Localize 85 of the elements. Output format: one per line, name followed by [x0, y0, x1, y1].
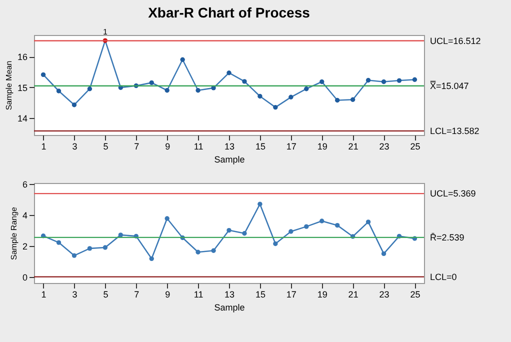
point — [396, 78, 402, 83]
x-tick-label: 21 — [348, 290, 358, 300]
ref-line-label: UCL=16.512 — [430, 36, 481, 46]
point — [196, 88, 200, 93]
x-tick-label: 1 — [41, 142, 46, 152]
point — [381, 251, 386, 256]
y-tick-label: 6 — [22, 179, 28, 190]
point — [366, 78, 371, 83]
point — [304, 224, 309, 229]
point — [258, 202, 262, 206]
x-tick-label: 17 — [286, 142, 296, 152]
annotation: 1 — [102, 28, 108, 37]
x-tick-label: 25 — [410, 142, 420, 152]
y-tick-label: 15 — [17, 82, 28, 93]
x-axis-title: Sample — [214, 302, 245, 312]
point — [149, 80, 154, 86]
point — [273, 241, 278, 246]
point — [258, 94, 262, 99]
point — [334, 222, 340, 228]
x-tick-label: 11 — [194, 142, 204, 152]
point — [288, 229, 294, 234]
x-tick-label: 7 — [134, 290, 140, 300]
y-tick-label: 4 — [22, 210, 28, 220]
x-tick-label: 15 — [255, 142, 266, 152]
x-tick-label: 15 — [255, 290, 266, 300]
point — [381, 79, 386, 84]
point — [304, 86, 309, 92]
point — [72, 253, 77, 258]
y-tick-label: 14 — [17, 114, 28, 124]
point — [40, 72, 46, 78]
point — [288, 94, 294, 100]
x-tick-label: 7 — [134, 142, 140, 152]
point — [56, 88, 62, 94]
point — [334, 98, 340, 103]
x-tick-label: 1 — [41, 290, 46, 300]
point — [164, 88, 170, 93]
x-tick-label: 23 — [379, 142, 390, 152]
point — [320, 79, 324, 84]
point — [226, 70, 232, 76]
point — [412, 77, 418, 82]
ref-line-label: R̄=2.539 — [430, 232, 464, 242]
x-tick-label: 9 — [165, 290, 170, 300]
point — [366, 220, 371, 224]
chart-title: Xbar-R Chart of Process — [148, 4, 310, 21]
point — [273, 104, 278, 110]
y-tick-label: 2 — [22, 241, 28, 252]
y-axis-title: Sample Range — [9, 206, 18, 260]
point — [87, 86, 92, 92]
x-tick-label: 3 — [72, 142, 78, 152]
point — [102, 245, 108, 250]
point — [56, 240, 62, 245]
ref-line-label: UCL=5.369 — [430, 188, 476, 199]
ref-line-label: LCL=13.582 — [430, 126, 480, 136]
point — [164, 216, 170, 221]
x-tick-label: 11 — [194, 290, 204, 300]
x-tick-label: 9 — [165, 142, 170, 152]
x-tick-label: 5 — [103, 290, 108, 300]
x-tick-label: 25 — [410, 290, 420, 300]
x-tick-label: 5 — [103, 142, 108, 152]
point — [226, 228, 232, 233]
point — [350, 97, 356, 102]
x-tick-label: 21 — [348, 142, 358, 152]
y-tick-label: 0 — [22, 272, 28, 282]
point — [149, 256, 154, 261]
point — [242, 79, 247, 84]
y-axis-title: Sample Mean — [4, 60, 14, 110]
point — [180, 57, 185, 62]
y-tick-label: 16 — [17, 52, 28, 62]
ref-line-label: X̿=15.047 — [430, 80, 469, 91]
x-tick-label: 19 — [317, 290, 328, 300]
point — [320, 218, 324, 224]
point — [242, 231, 247, 236]
x-tick-label: 23 — [379, 290, 390, 300]
x-tick-label: 13 — [224, 142, 235, 152]
point — [72, 102, 77, 108]
x-axis-title: Sample — [214, 154, 245, 164]
x-tick-label: 13 — [224, 290, 235, 300]
point — [196, 250, 200, 254]
x-tick-label: 17 — [286, 290, 296, 300]
point — [87, 246, 92, 251]
ref-line-label: LCL=0 — [430, 272, 457, 282]
x-tick-label: 19 — [317, 142, 328, 152]
point — [211, 248, 216, 253]
point — [118, 232, 124, 238]
x-tick-label: 3 — [72, 290, 78, 300]
